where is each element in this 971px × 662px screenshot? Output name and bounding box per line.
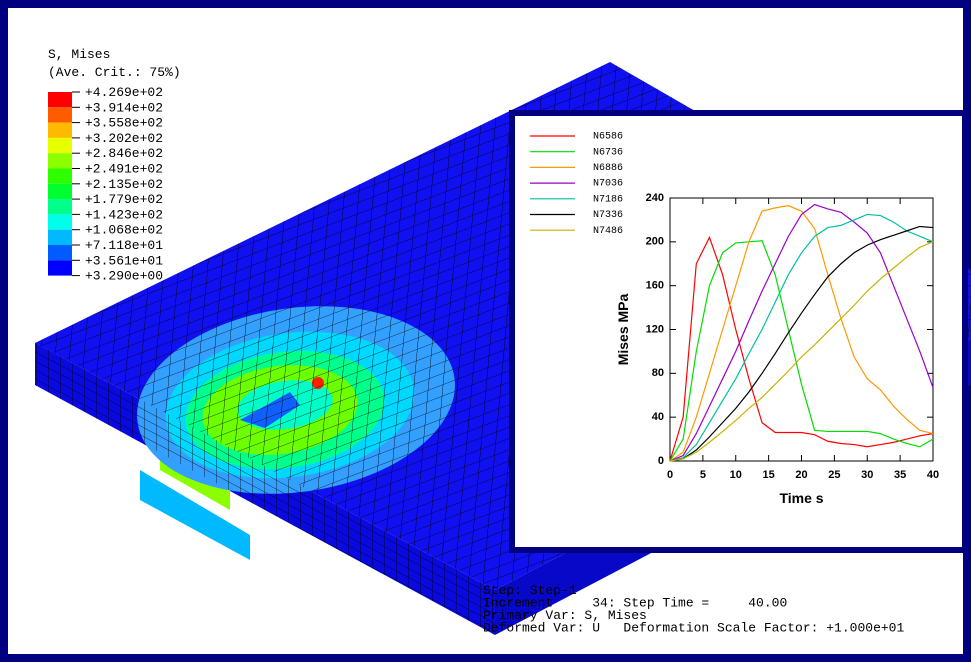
y-tick-label: 240 (646, 192, 664, 204)
legend-swatch (48, 260, 72, 275)
legend-label: +2.491e+02 (85, 162, 163, 177)
page: S, Mises (Ave. Crit.: 75%) +4.269e+02+3.… (0, 0, 971, 662)
legend-label: +1.779e+02 (85, 192, 163, 207)
status-line: Deformed Var: U Deformation Scale Factor… (483, 621, 904, 636)
legend-swatch (48, 138, 72, 153)
x-tick-label: 15 (763, 469, 775, 481)
legend-label: +2.135e+02 (85, 177, 163, 192)
y-tick-label: 0 (658, 455, 664, 467)
legend-swatch (48, 169, 72, 184)
x-tick-label: 20 (795, 469, 807, 481)
x-tick-label: 40 (927, 469, 939, 481)
legend-title: (Ave. Crit.: 75%) (48, 65, 181, 80)
legend-label: +2.846e+02 (85, 146, 163, 161)
legend-swatch (48, 214, 72, 229)
legend-label: +3.558e+02 (85, 116, 163, 131)
legend-label: +4.269e+02 (85, 85, 163, 100)
legend-label: +7.118e+01 (85, 238, 163, 253)
x-tick-label: 25 (828, 469, 840, 481)
legend-swatch (48, 153, 72, 168)
inset-frame (512, 113, 965, 550)
legend-label: N6586 (593, 132, 623, 143)
legend-label: +1.423e+02 (85, 207, 163, 222)
legend-swatch (48, 123, 72, 138)
y-tick-label: 120 (646, 323, 664, 335)
legend-label: +3.202e+02 (85, 131, 163, 146)
x-tick-label: 30 (861, 469, 873, 481)
legend-swatch (48, 245, 72, 260)
legend-label: N6736 (593, 147, 623, 158)
legend-swatch (48, 92, 72, 107)
x-tick-label: 0 (667, 469, 673, 481)
x-tick-label: 35 (894, 469, 906, 481)
legend-swatch (48, 184, 72, 199)
y-tick-label: 160 (646, 280, 664, 292)
x-tick-label: 10 (730, 469, 742, 481)
viewport: S, Mises (Ave. Crit.: 75%) +4.269e+02+3.… (0, 0, 971, 662)
x-axis-label: Time s (779, 490, 823, 506)
x-tick-label: 5 (700, 469, 706, 481)
legend-label: N7486 (593, 226, 623, 237)
y-tick-label: 40 (652, 411, 664, 423)
legend-label: +3.290e+00 (85, 269, 163, 284)
legend-title: S, Mises (48, 47, 110, 62)
legend-label: N7186 (593, 194, 623, 205)
y-axis-label: Mises MPa (615, 293, 631, 365)
legend-swatch (48, 199, 72, 214)
legend-label: N7036 (593, 179, 623, 190)
legend-swatch (48, 107, 72, 122)
y-tick-label: 80 (652, 367, 664, 379)
legend-label: +1.068e+02 (85, 223, 163, 238)
legend-label: +3.561e+01 (85, 253, 163, 268)
legend-label: +3.914e+02 (85, 100, 163, 115)
legend-label: N7336 (593, 210, 623, 221)
y-tick-label: 200 (646, 236, 664, 248)
legend-label: N6886 (593, 163, 623, 174)
legend: +4.269e+02+3.914e+02+3.558e+02+3.202e+02… (48, 85, 163, 284)
legend-swatch (48, 230, 72, 245)
